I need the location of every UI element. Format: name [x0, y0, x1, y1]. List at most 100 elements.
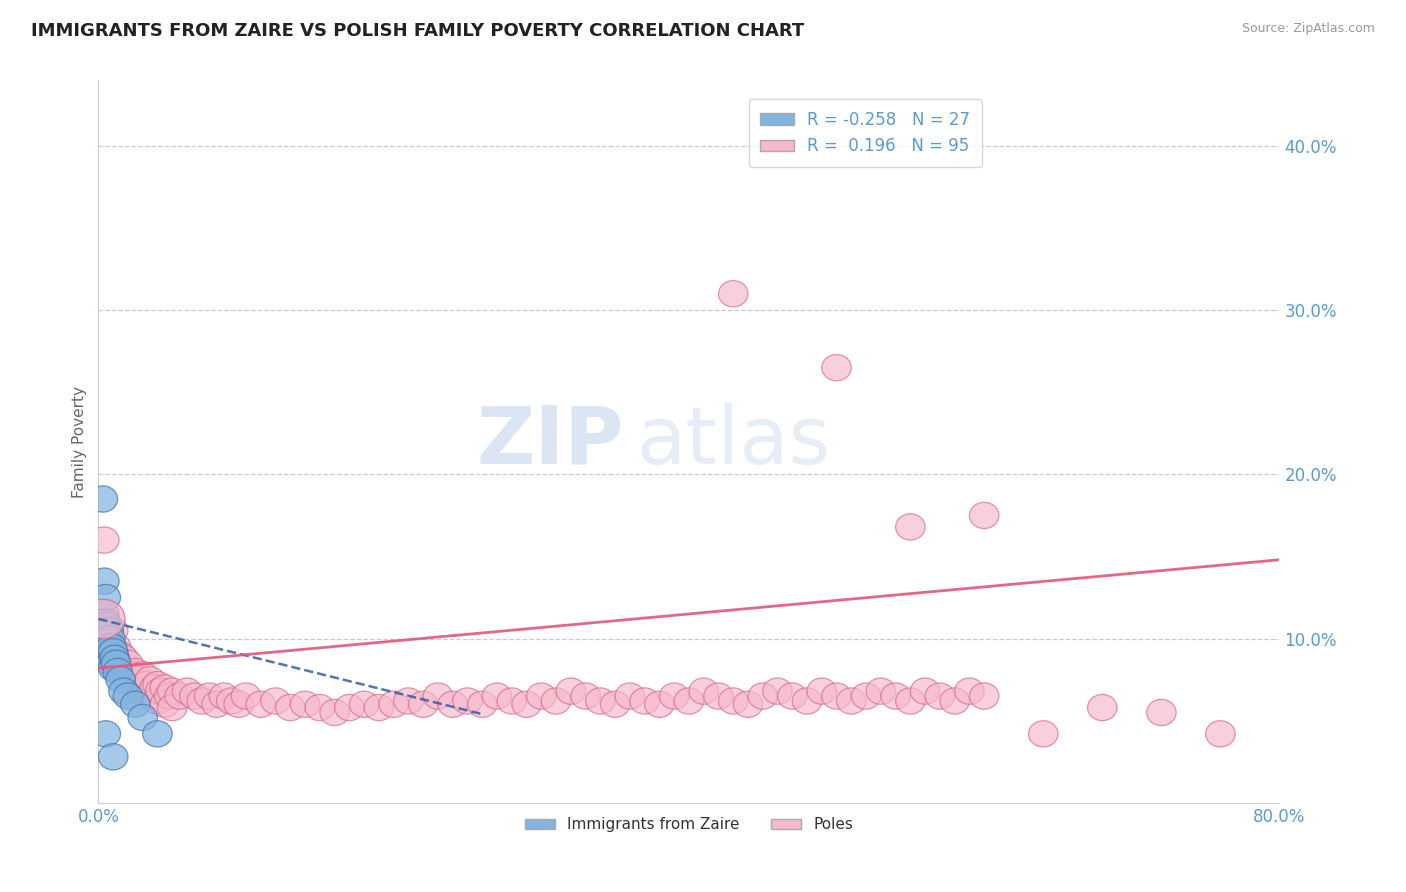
- Ellipse shape: [96, 642, 125, 668]
- Ellipse shape: [482, 683, 512, 709]
- Ellipse shape: [97, 650, 127, 676]
- Ellipse shape: [94, 633, 124, 660]
- Ellipse shape: [143, 672, 173, 698]
- Ellipse shape: [91, 721, 121, 747]
- Ellipse shape: [101, 633, 131, 660]
- Ellipse shape: [527, 683, 557, 709]
- Text: ZIP: ZIP: [477, 402, 624, 481]
- Ellipse shape: [262, 688, 291, 714]
- Ellipse shape: [91, 584, 121, 611]
- Ellipse shape: [173, 678, 202, 705]
- Ellipse shape: [91, 609, 121, 635]
- Ellipse shape: [90, 601, 120, 627]
- Ellipse shape: [380, 691, 409, 717]
- Ellipse shape: [90, 527, 120, 553]
- Ellipse shape: [157, 694, 187, 721]
- Ellipse shape: [187, 688, 217, 714]
- Ellipse shape: [91, 625, 121, 652]
- Ellipse shape: [108, 678, 138, 705]
- Ellipse shape: [423, 683, 453, 709]
- Ellipse shape: [364, 694, 394, 721]
- Ellipse shape: [571, 683, 600, 709]
- Ellipse shape: [675, 688, 704, 714]
- Ellipse shape: [866, 678, 896, 705]
- Ellipse shape: [146, 678, 176, 705]
- Ellipse shape: [955, 678, 984, 705]
- Ellipse shape: [557, 678, 586, 705]
- Ellipse shape: [305, 694, 335, 721]
- Ellipse shape: [100, 645, 129, 672]
- Ellipse shape: [105, 642, 135, 668]
- Ellipse shape: [291, 691, 321, 717]
- Ellipse shape: [1206, 721, 1236, 747]
- Ellipse shape: [89, 486, 118, 512]
- Ellipse shape: [439, 691, 467, 717]
- Ellipse shape: [880, 683, 911, 709]
- Ellipse shape: [468, 691, 498, 717]
- Ellipse shape: [350, 691, 380, 717]
- Ellipse shape: [896, 688, 925, 714]
- Ellipse shape: [194, 683, 224, 709]
- Ellipse shape: [108, 645, 138, 672]
- Ellipse shape: [837, 688, 866, 714]
- Ellipse shape: [807, 678, 837, 705]
- Ellipse shape: [135, 666, 165, 693]
- Ellipse shape: [689, 678, 718, 705]
- Ellipse shape: [202, 691, 232, 717]
- Ellipse shape: [155, 683, 184, 709]
- Ellipse shape: [139, 674, 169, 701]
- Ellipse shape: [90, 568, 120, 594]
- Ellipse shape: [121, 691, 150, 717]
- Ellipse shape: [80, 599, 125, 639]
- Ellipse shape: [98, 639, 128, 665]
- Ellipse shape: [101, 650, 131, 676]
- Ellipse shape: [98, 617, 128, 643]
- Ellipse shape: [762, 678, 793, 705]
- Ellipse shape: [114, 666, 143, 693]
- Ellipse shape: [1029, 721, 1059, 747]
- Ellipse shape: [117, 662, 146, 688]
- Ellipse shape: [276, 694, 305, 721]
- Ellipse shape: [224, 691, 253, 717]
- Ellipse shape: [157, 678, 187, 705]
- Ellipse shape: [1088, 694, 1118, 721]
- Ellipse shape: [630, 688, 659, 714]
- Ellipse shape: [97, 639, 127, 665]
- Ellipse shape: [541, 688, 571, 714]
- Ellipse shape: [217, 688, 246, 714]
- Ellipse shape: [718, 688, 748, 714]
- Ellipse shape: [734, 691, 763, 717]
- Ellipse shape: [128, 662, 157, 688]
- Ellipse shape: [600, 691, 630, 717]
- Ellipse shape: [105, 666, 135, 693]
- Ellipse shape: [335, 694, 364, 721]
- Ellipse shape: [91, 609, 121, 635]
- Ellipse shape: [852, 683, 882, 709]
- Ellipse shape: [110, 658, 139, 684]
- Ellipse shape: [232, 683, 262, 709]
- Ellipse shape: [165, 683, 194, 709]
- Y-axis label: Family Poverty: Family Poverty: [72, 385, 87, 498]
- Ellipse shape: [793, 688, 823, 714]
- Ellipse shape: [150, 674, 180, 701]
- Ellipse shape: [96, 629, 125, 655]
- Ellipse shape: [778, 683, 807, 709]
- Ellipse shape: [98, 655, 128, 681]
- Ellipse shape: [128, 705, 157, 731]
- Ellipse shape: [659, 683, 689, 709]
- Ellipse shape: [925, 683, 955, 709]
- Text: atlas: atlas: [636, 402, 830, 481]
- Ellipse shape: [896, 514, 925, 540]
- Ellipse shape: [128, 678, 157, 705]
- Ellipse shape: [150, 691, 180, 717]
- Ellipse shape: [718, 281, 748, 307]
- Ellipse shape: [246, 691, 276, 717]
- Ellipse shape: [94, 617, 124, 643]
- Ellipse shape: [1147, 699, 1177, 725]
- Legend: Immigrants from Zaire, Poles: Immigrants from Zaire, Poles: [519, 812, 859, 838]
- Ellipse shape: [644, 691, 675, 717]
- Ellipse shape: [114, 650, 143, 676]
- Ellipse shape: [98, 744, 128, 770]
- Ellipse shape: [121, 658, 150, 684]
- Ellipse shape: [748, 683, 778, 709]
